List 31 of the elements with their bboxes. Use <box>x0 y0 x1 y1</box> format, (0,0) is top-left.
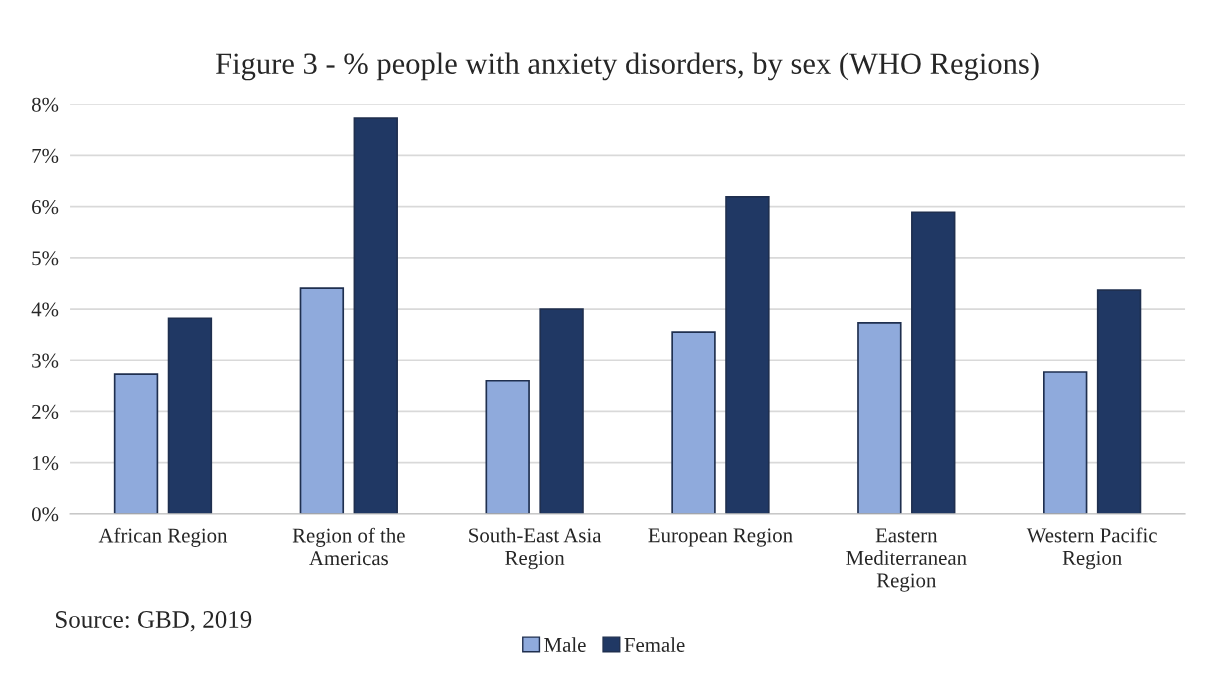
y-tick-label: 5% <box>32 251 59 266</box>
chart-title: Figure 3 - % people with anxiety disorders, by sex (WHO Regions) <box>216 52 1039 81</box>
bar <box>113 373 159 514</box>
x-tick-label: South-East Asia Region <box>469 527 602 570</box>
x-tick-label: African Region <box>98 527 228 547</box>
y-tick-label: 7% <box>32 148 59 163</box>
legend-label: Female <box>624 637 685 652</box>
y-tick-label: 3% <box>32 353 59 368</box>
bar <box>167 317 213 514</box>
bar <box>857 322 902 514</box>
y-tick-label: 1% <box>33 456 59 471</box>
source-note: Source: GBD, 2019 <box>56 611 252 632</box>
bar <box>485 379 530 514</box>
y-tick-label: 2% <box>32 404 59 419</box>
bar <box>1042 371 1088 514</box>
y-tick-label: 0% <box>31 507 59 522</box>
x-tick-label: Western Pacific Region <box>1026 527 1157 570</box>
y-tick-label: 8% <box>31 97 59 112</box>
legend-label: Male <box>544 637 586 652</box>
y-tick-label: 6% <box>32 200 59 215</box>
bar <box>671 331 716 514</box>
y-tick-label: 4% <box>31 302 59 317</box>
x-tick-label: European Region <box>648 528 793 547</box>
bar <box>911 211 956 514</box>
x-tick-label: Eastern Mediterranean Region <box>846 528 967 592</box>
bar <box>1096 289 1142 514</box>
bar <box>353 117 398 514</box>
bar <box>299 287 345 514</box>
x-tick-label: Region of the Americas <box>292 527 405 566</box>
bar <box>725 196 770 514</box>
bar <box>539 308 584 514</box>
